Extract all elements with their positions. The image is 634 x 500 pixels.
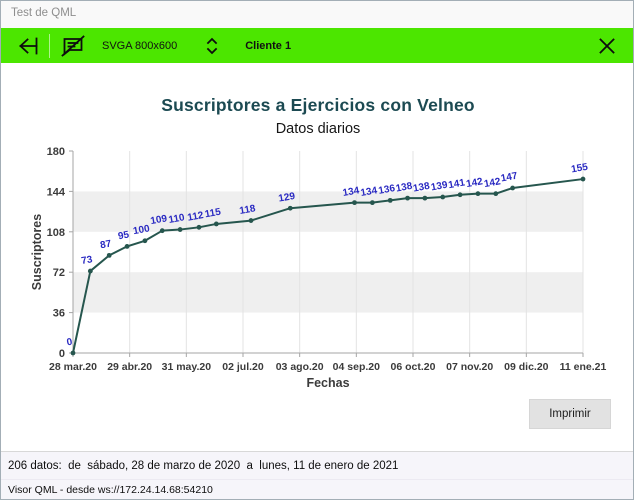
connection-info: Visor QML - desde ws://172.24.14.68:5421…: [8, 483, 213, 496]
data-point-label: 141: [447, 177, 466, 191]
data-point: [440, 194, 446, 200]
status-summary: 206 datos: de sábado, 28 de marzo de 202…: [8, 459, 399, 472]
data-point: [475, 191, 481, 197]
data-point-label: 95: [117, 229, 130, 242]
svg-text:29 abr.20: 29 abr.20: [107, 361, 152, 373]
data-point: [580, 176, 586, 182]
toolbar: SVGA 800x600 Cliente 1: [1, 28, 633, 63]
data-point: [422, 195, 428, 201]
data-point: [287, 205, 293, 211]
client-label[interactable]: Cliente 1: [245, 39, 292, 52]
data-point-label: 142: [465, 176, 484, 190]
svg-text:04 sep.20: 04 sep.20: [333, 361, 380, 373]
data-point-label: 109: [150, 213, 169, 227]
data-point-label: 138: [412, 181, 431, 195]
data-point-label: 134: [360, 185, 379, 199]
back-button[interactable]: [15, 33, 43, 59]
data-point-label: 138: [395, 181, 414, 195]
svg-text:28 mar.20: 28 mar.20: [49, 361, 97, 373]
data-point: [405, 195, 410, 201]
data-point: [369, 200, 375, 206]
data-point: [106, 252, 112, 258]
svg-text:02 jul.20: 02 jul.20: [222, 361, 264, 373]
data-point: [142, 238, 148, 244]
resolution-label[interactable]: SVGA 800x600: [102, 39, 178, 52]
data-point-label: 147: [500, 171, 519, 185]
window-titlebar: Test de QML: [1, 1, 633, 28]
svg-text:144: 144: [47, 186, 66, 198]
close-icon: [599, 37, 615, 54]
chart-axes: [69, 150, 584, 357]
up-down-chevrons-icon: [206, 37, 218, 54]
svg-text:108: 108: [47, 227, 65, 239]
window-title: Test de QML: [11, 7, 77, 19]
data-point-label: 0: [66, 337, 74, 349]
y-axis-title: Suscriptores: [30, 214, 44, 290]
svg-text:0: 0: [59, 348, 65, 360]
svg-text:11 ene.21: 11 ene.21: [560, 361, 607, 373]
svg-text:03 ago.20: 03 ago.20: [276, 361, 324, 373]
data-point-label: 115: [204, 207, 222, 221]
data-point: [387, 197, 393, 203]
axis-titles: Suscriptores Fechas: [30, 214, 350, 390]
chart-subtitle: Datos diarios: [275, 121, 361, 137]
data-point: [196, 224, 202, 230]
x-tick-labels: 28 mar.20 29 abr.20 31 may.20 02 jul.20 03 a…: [49, 361, 606, 373]
data-point: [87, 268, 93, 274]
chart-bands: [73, 191, 583, 313]
svg-text:72: 72: [53, 267, 65, 279]
data-point-label: 142: [483, 176, 502, 190]
data-point: [510, 185, 516, 191]
chart-gridlines: [72, 151, 584, 353]
data-point-label: 73: [80, 254, 93, 267]
footer-bar: Visor QML - desde ws://172.24.14.68:5421…: [1, 479, 633, 499]
data-point: [213, 221, 219, 227]
y-tick-labels: 0 36 72 108 144 180: [47, 146, 66, 360]
data-point: [248, 218, 254, 223]
chart-title: Suscriptores a Ejercicios con Velneo: [161, 95, 475, 115]
data-point-label: 129: [278, 191, 297, 205]
toolbar-separator: [49, 33, 50, 58]
svg-text:06 oct.20: 06 oct.20: [391, 361, 436, 373]
x-axis-title: Fechas: [306, 376, 349, 390]
svg-text:36: 36: [53, 308, 65, 320]
data-point-label: 136: [378, 183, 397, 197]
data-point-label: 100: [132, 223, 151, 237]
data-point-label: 110: [168, 212, 186, 226]
close-button[interactable]: [595, 34, 619, 58]
data-point: [457, 192, 463, 198]
status-bar: 206 datos: de sábado, 28 de marzo de 202…: [1, 451, 633, 479]
back-to-start-icon: [19, 37, 38, 54]
data-point: [177, 227, 183, 232]
data-point-label: 87: [99, 238, 112, 251]
data-point-label: 112: [187, 210, 205, 224]
data-point-label: 118: [239, 203, 257, 217]
data-point: [159, 228, 165, 234]
chart-panel: Suscriptores a Ejercicios con Velneo Dat…: [1, 63, 633, 451]
data-point: [124, 243, 130, 249]
svg-text:31 may.20: 31 may.20: [162, 361, 212, 373]
data-point: [70, 350, 76, 356]
messages-disabled-button[interactable]: [58, 32, 88, 60]
resolution-stepper[interactable]: [203, 34, 221, 58]
print-button[interactable]: Imprimir: [529, 399, 611, 429]
series-points: [70, 176, 586, 356]
data-point-label: 155: [570, 162, 589, 176]
series-line: [72, 178, 584, 354]
data-point: [352, 200, 357, 206]
svg-text:09 dic.20: 09 dic.20: [504, 361, 549, 373]
data-point: [493, 191, 499, 197]
svg-text:180: 180: [47, 146, 65, 158]
message-crossed-icon: [61, 34, 85, 57]
data-point-label: 139: [430, 180, 449, 194]
data-point-label: 134: [342, 185, 361, 199]
svg-text:07 nov.20: 07 nov.20: [446, 361, 493, 373]
